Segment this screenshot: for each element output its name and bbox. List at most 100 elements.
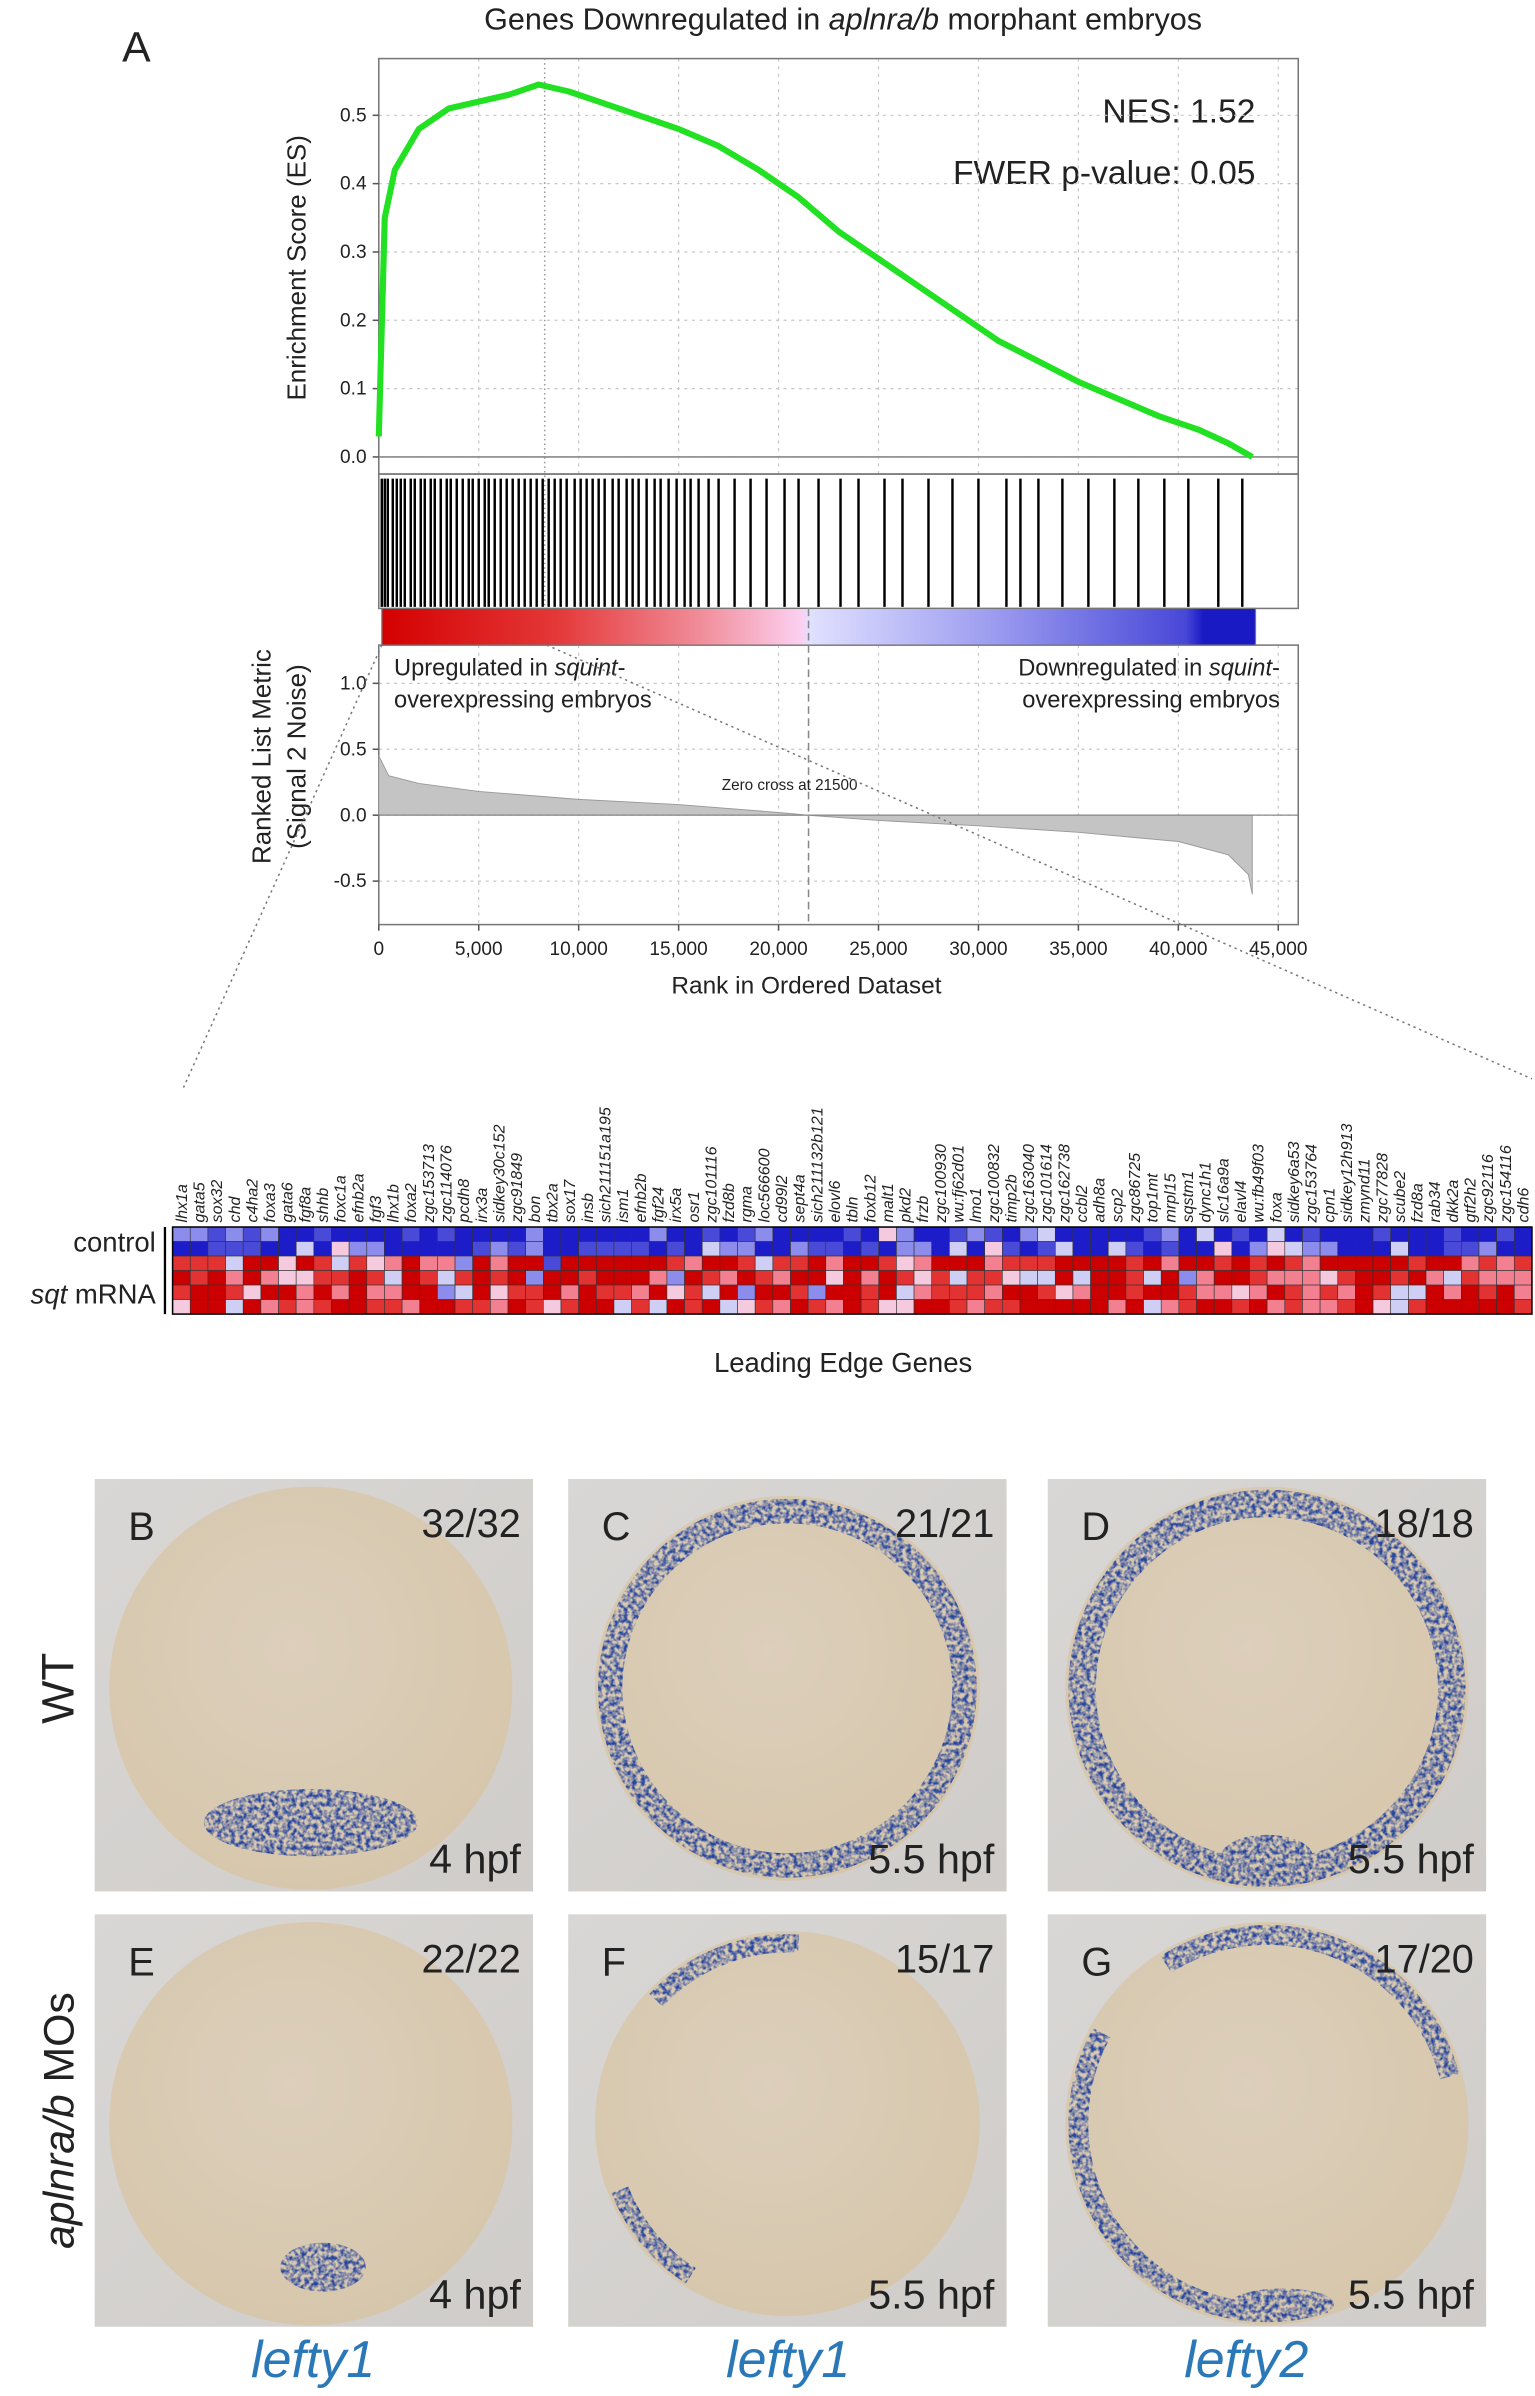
heatmap-cell [401, 1299, 421, 1315]
x-tick-label: 25,000 [849, 939, 907, 960]
heatmap-cell [595, 1270, 615, 1286]
heatmap-cell [684, 1241, 703, 1257]
gene-label: dkk2a [1444, 1180, 1462, 1223]
heatmap-cell [719, 1226, 738, 1242]
heatmap-cell [825, 1241, 844, 1257]
heatmap-cell [313, 1270, 332, 1286]
heatmap-cell [1143, 1299, 1162, 1315]
heatmap-cell [701, 1284, 721, 1300]
heatmap-cell [1213, 1299, 1233, 1315]
heatmap-cell [913, 1255, 933, 1271]
heatmap-cell [1072, 1299, 1091, 1315]
heatmap-cell [1231, 1226, 1250, 1242]
heatmap-cell [1496, 1226, 1515, 1242]
heatmap-cell [1355, 1226, 1374, 1242]
embryo [594, 1495, 980, 1881]
heatmap-cell [490, 1284, 509, 1300]
heatmap-cell [684, 1255, 703, 1271]
gene-label: zgc114076 [438, 1145, 456, 1223]
gene-label: zgc153764 [1303, 1144, 1321, 1223]
heatmap-cell [1143, 1241, 1162, 1257]
heatmap-cell [525, 1241, 544, 1257]
heatmap-cell [401, 1255, 421, 1271]
gene-label: foxa3 [261, 1183, 279, 1222]
region-label-part: - [618, 656, 626, 682]
heatmap-cell [1249, 1226, 1268, 1242]
heatmap-cell [454, 1255, 474, 1271]
gene-label: zgc101614 [1038, 1144, 1056, 1223]
heatmap-cell [1408, 1284, 1427, 1300]
heatmap-cell [772, 1284, 791, 1300]
row-label-part: sqt [31, 1278, 69, 1309]
x-tick-label: 45,000 [1249, 939, 1307, 960]
gene-label: foxc1a [332, 1175, 350, 1222]
heatmap-cell [613, 1299, 632, 1315]
heatmap-cell [666, 1270, 685, 1286]
heatmap-cell [878, 1284, 897, 1300]
gene-label: sidkey12h913 [1338, 1124, 1356, 1223]
heatmap-cell [931, 1284, 950, 1300]
heatmap-cell [1125, 1226, 1144, 1242]
heatmap-cell [1160, 1255, 1180, 1271]
heatmap-cell [1390, 1226, 1409, 1242]
heatmap-cell [295, 1226, 315, 1242]
gene-label: zgc153713 [420, 1144, 438, 1223]
gene-label: zgc77828 [1373, 1153, 1391, 1224]
panel-label: G [1081, 1940, 1112, 1984]
heatmap-cell [348, 1299, 368, 1315]
heatmap-cell [1107, 1299, 1127, 1315]
heatmap-cell [1249, 1255, 1268, 1271]
heatmap-cell [578, 1255, 597, 1271]
heatmap-cell [1408, 1299, 1427, 1315]
heatmap-cell [507, 1255, 526, 1271]
heatmap-cell [331, 1255, 350, 1271]
heatmap-cell [737, 1226, 756, 1242]
heatmap-cell [543, 1284, 562, 1300]
heatmap-cell [966, 1284, 985, 1300]
panel-count: 15/17 [895, 1937, 994, 1981]
staining [203, 1789, 418, 1857]
heatmap-cell [1213, 1255, 1233, 1271]
chart-title-part: morphant embryos [939, 3, 1202, 37]
heatmap-cell [1019, 1255, 1038, 1271]
panel-label: B [128, 1505, 154, 1549]
heatmap-cell [260, 1255, 279, 1271]
panel-count: 32/32 [421, 1502, 520, 1546]
heatmap-cell [1249, 1284, 1268, 1300]
embryo [109, 1921, 513, 2326]
heatmap-cell [613, 1270, 632, 1286]
gene-label: sqstm1 [1179, 1171, 1197, 1223]
heatmap-cell [984, 1241, 1003, 1257]
heatmap-xlabel: Leading Edge Genes [714, 1347, 972, 1378]
heatmap-cell [313, 1255, 332, 1271]
heatmap-cell [348, 1226, 368, 1242]
heatmap-cell [1125, 1270, 1144, 1286]
heatmap-cell [1090, 1270, 1109, 1286]
heatmap-cell [295, 1270, 315, 1286]
gene-label: zgc100930 [932, 1144, 950, 1223]
heatmap-cell [366, 1226, 385, 1242]
y-tick-label: 0.5 [340, 105, 367, 126]
panel-stage: 5.5 hpf [1348, 2271, 1475, 2317]
heatmap-cell [1461, 1284, 1480, 1300]
heatmap-cell [807, 1241, 827, 1257]
heatmap-cell [419, 1299, 438, 1315]
heatmap-cell [525, 1299, 544, 1315]
heatmap-cell [278, 1299, 297, 1315]
heatmap-cell [172, 1241, 191, 1257]
heatmap-cell [1037, 1241, 1056, 1257]
y-tick-label: 0.3 [340, 242, 367, 263]
heatmap-cell [454, 1284, 474, 1300]
heatmap-cell [949, 1299, 968, 1315]
heatmap-cell [331, 1284, 350, 1300]
region-label: overexpressing embryos [394, 688, 652, 714]
panel-stage: 5.5 hpf [868, 1836, 995, 1882]
heatmap-cell [613, 1284, 632, 1300]
heatmap-cell [1107, 1241, 1127, 1257]
heatmap-cell [1390, 1270, 1409, 1286]
panel-label: C [602, 1505, 631, 1549]
heatmap-cell [560, 1270, 579, 1286]
gene-label: slc16a9a [1214, 1158, 1232, 1222]
heatmap-cell [1355, 1299, 1374, 1315]
heatmap-cell [878, 1226, 897, 1242]
